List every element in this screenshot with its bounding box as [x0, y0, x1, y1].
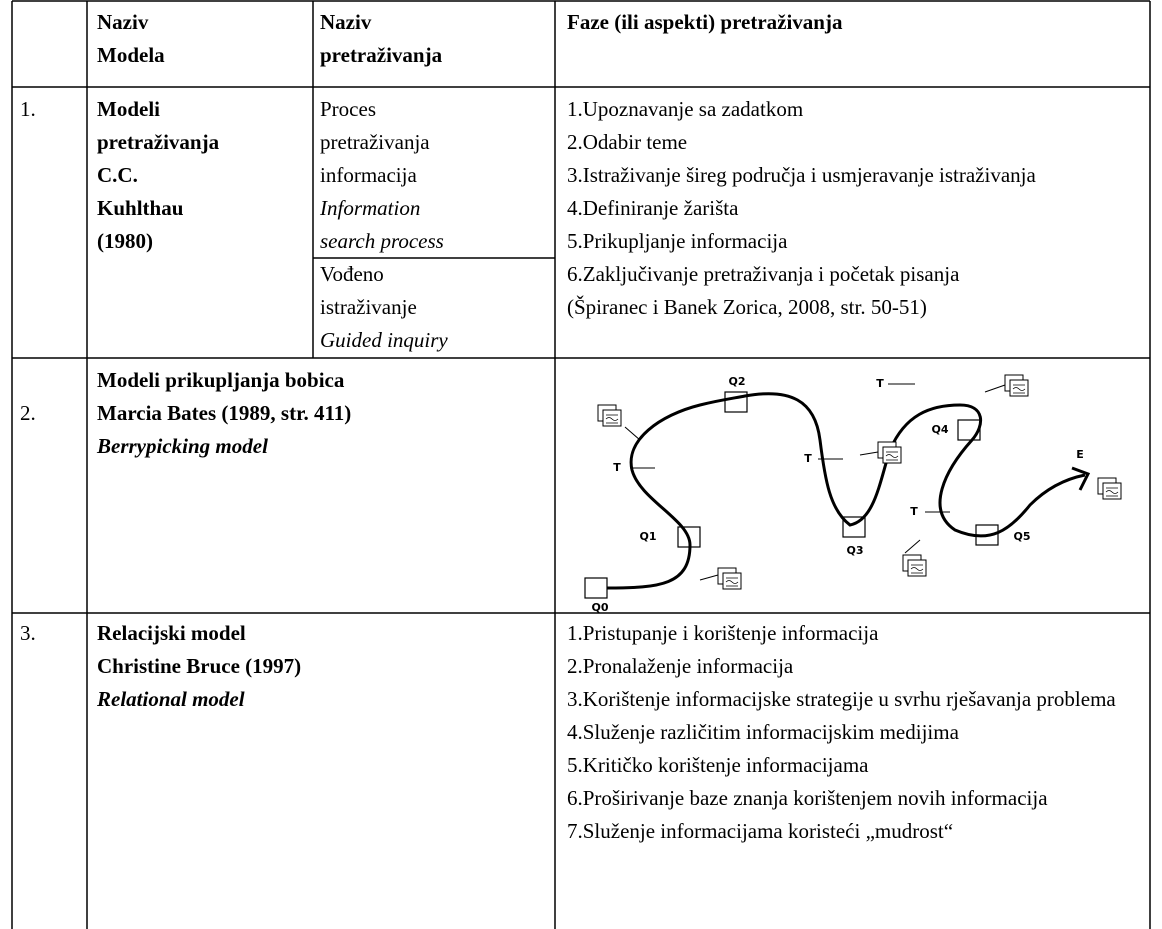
header-text: pretraživanja — [320, 43, 443, 67]
model-english: Berrypicking model — [97, 434, 268, 458]
row-number: 3. — [20, 621, 36, 645]
diagram-label: T — [910, 505, 918, 518]
arrow — [624, 426, 641, 441]
doc-icon — [1012, 384, 1026, 394]
search-name: Vođeno — [320, 262, 384, 286]
phase-item: 6.Proširivanje baze znanja korištenjem n… — [567, 786, 1048, 810]
phase-item: 5.Kritičko korištenje informacijama — [567, 753, 869, 777]
berrypicking-diagram: Q0 Q1 Q2 Q3 Q4 Q5 T T T T E — [584, 374, 1122, 614]
phases-cell: 1.Upoznavanje sa zadatkom 2.Odabir teme 3.… — [567, 93, 1147, 324]
search-english: Information — [320, 196, 421, 220]
phase-item: 3.Istraživanje šireg područja i usmjerav… — [567, 163, 1036, 187]
diagram-label: Q3 — [846, 544, 863, 557]
header-text: Naziv — [97, 10, 149, 34]
query-box — [975, 524, 999, 546]
model-cell: Modeli prikupljanja bobica Marcia Bates (… — [97, 364, 547, 463]
header-cell: Naziv pretraživanja — [320, 6, 550, 72]
header-text: Faze (ili aspekti) pretraživanja — [567, 10, 843, 34]
phase-item: (Špiranec i Banek Zorica, 2008, str. 50-… — [567, 295, 927, 319]
phases-cell: 1.Pristupanje i korištenje informacija 2.… — [567, 617, 1147, 848]
arrow — [984, 384, 1006, 393]
search-path — [606, 392, 1086, 590]
phase-item: 1.Upoznavanje sa zadatkom — [567, 97, 804, 121]
doc-icon — [910, 564, 924, 574]
phase-item: 6.Zaključivanje pretraživanja i početak … — [567, 262, 960, 286]
query-box — [724, 391, 748, 413]
doc-icon — [1102, 482, 1122, 500]
phase-item: 7.Služenje informacijama koristeći „mudr… — [567, 819, 954, 843]
model-name: Christine Bruce (1997) — [97, 654, 302, 678]
search-english: Guided inquiry — [320, 328, 448, 352]
header-cell: Naziv Modela — [97, 6, 307, 72]
header-cell: Faze (ili aspekti) pretraživanja — [567, 6, 1147, 39]
model-cell: Relacijski model Christine Bruce (1997) Re… — [97, 617, 547, 716]
arrow-head — [1071, 466, 1091, 491]
model-name: Kuhlthau — [97, 196, 184, 220]
search-cell: Vođeno istraživanje Guided inquiry — [320, 258, 550, 357]
doc-icon — [725, 577, 739, 587]
diagram-label: T — [876, 377, 884, 390]
header-text: Naziv — [320, 10, 372, 34]
model-name: Marcia Bates (1989, str. 411) — [97, 401, 352, 425]
doc-icon — [882, 446, 902, 464]
diagram-label: T — [613, 461, 621, 474]
phase-item: 2.Pronalaženje informacija — [567, 654, 794, 678]
phase-item: 4.Definiranje žarišta — [567, 196, 739, 220]
arrow — [859, 451, 879, 456]
doc-icon — [1009, 379, 1029, 397]
phase-item: 1.Pristupanje i korištenje informacija — [567, 621, 879, 645]
query-box — [677, 526, 701, 548]
doc-icon — [907, 559, 927, 577]
phase-item: 4.Služenje različitim informacijskim med… — [567, 720, 959, 744]
model-cell: Modeli pretraživanja C.C. Kuhlthau (1980) — [97, 93, 307, 258]
search-english: search process — [320, 229, 444, 253]
query-box — [584, 577, 608, 599]
doc-icon — [602, 409, 622, 427]
header-text: Modela — [97, 43, 165, 67]
arrow — [904, 539, 921, 554]
query-box — [842, 516, 866, 538]
model-english: Relational model — [97, 687, 245, 711]
search-name: istraživanje — [320, 295, 417, 319]
search-name: pretraživanja — [320, 130, 430, 154]
row-number: 2. — [20, 401, 36, 425]
doc-icon — [885, 451, 899, 461]
model-name: Relacijski model — [97, 621, 246, 645]
diagram-label: Q1 — [639, 530, 656, 543]
doc-icon — [1105, 487, 1119, 497]
search-cell: Proces pretraživanja informacija Informatio… — [320, 93, 550, 258]
query-box — [957, 419, 981, 441]
diagram-label: Q5 — [1013, 530, 1030, 543]
arrow — [699, 574, 719, 581]
diagram-label: T — [804, 452, 812, 465]
model-name: (1980) — [97, 229, 153, 253]
doc-icon — [605, 414, 619, 424]
row-number: 1. — [20, 93, 80, 126]
search-name: Proces — [320, 97, 376, 121]
model-name: pretraživanja — [97, 130, 220, 154]
model-name: C.C. — [97, 163, 138, 187]
search-name: informacija — [320, 163, 417, 187]
model-name: Modeli — [97, 97, 160, 121]
row-number: 2. — [20, 397, 80, 430]
phase-item: 5.Prikupljanje informacija — [567, 229, 788, 253]
diagram-label: Q4 — [931, 423, 948, 436]
diagram-label: E — [1076, 448, 1084, 461]
doc-icon — [722, 572, 742, 590]
row-number: 1. — [20, 97, 36, 121]
diagram-label: Q2 — [728, 375, 745, 388]
row-number: 3. — [20, 617, 80, 650]
model-name: Modeli prikupljanja bobica — [97, 368, 345, 392]
phase-item: 2.Odabir teme — [567, 130, 688, 154]
diagram-label: Q0 — [591, 601, 608, 614]
phase-item: 3.Korištenje informacijske strategije u … — [567, 687, 1116, 711]
